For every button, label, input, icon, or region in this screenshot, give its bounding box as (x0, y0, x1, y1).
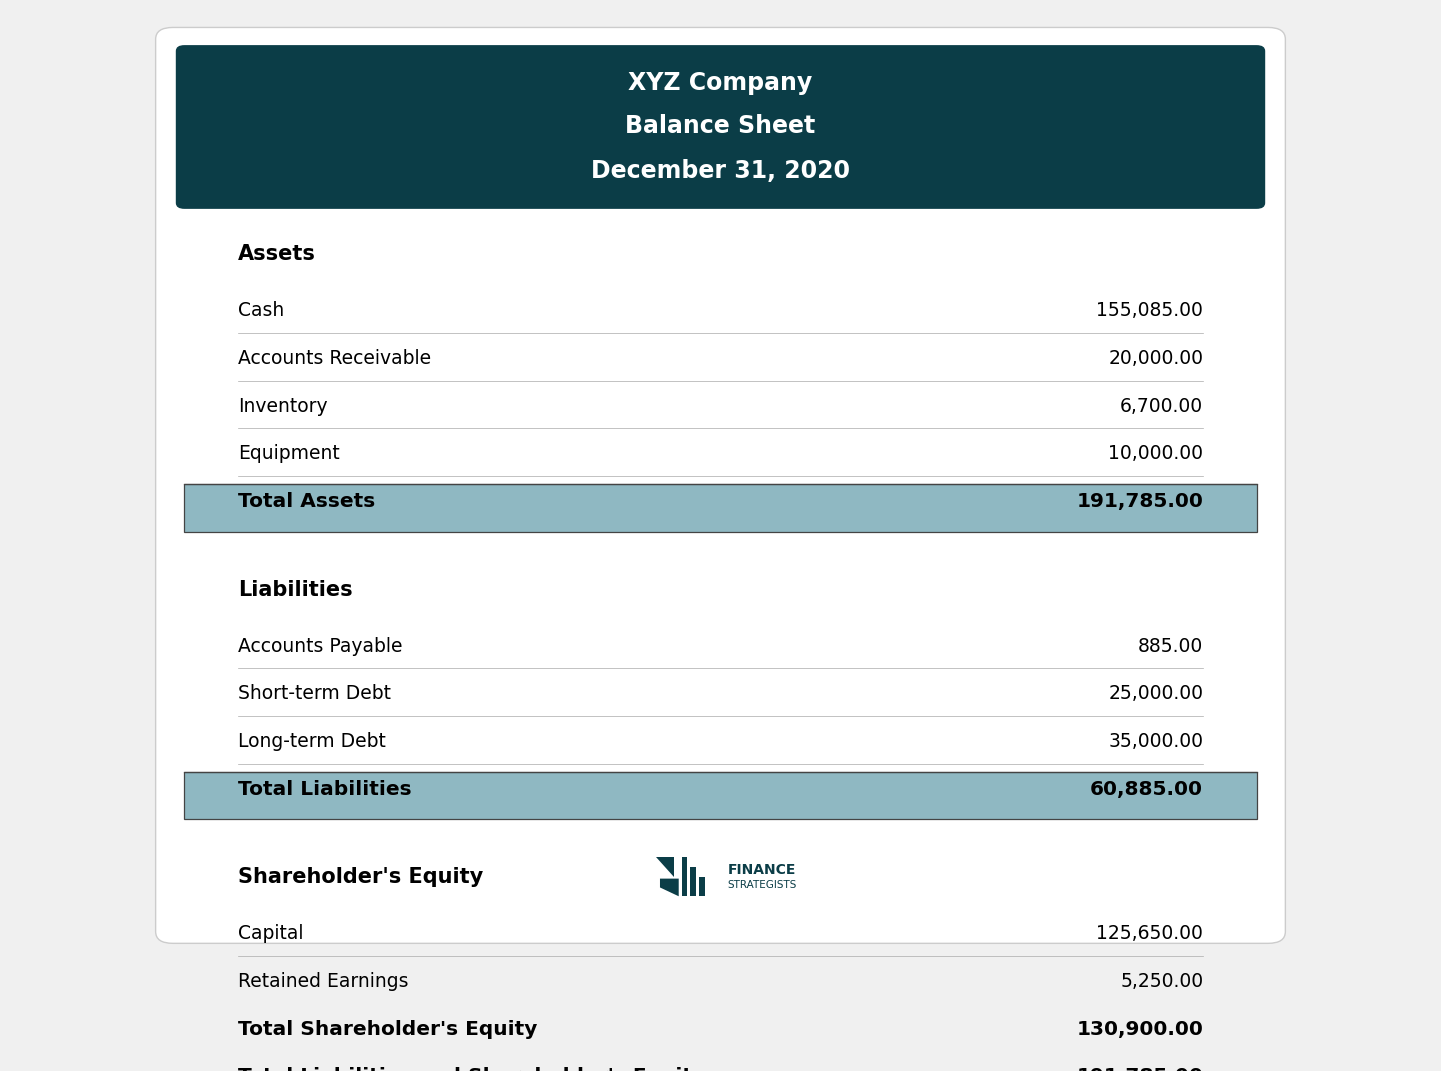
Text: Total Shareholder's Equity: Total Shareholder's Equity (238, 1020, 537, 1039)
Text: STRATEGISTS: STRATEGISTS (728, 880, 797, 890)
Text: 10,000.00: 10,000.00 (1108, 444, 1203, 464)
Text: 6,700.00: 6,700.00 (1120, 396, 1203, 416)
Text: Retained Earnings: Retained Earnings (238, 972, 408, 991)
FancyBboxPatch shape (176, 45, 1265, 209)
Text: 191,785.00: 191,785.00 (1076, 492, 1203, 511)
Text: XYZ Company: XYZ Company (628, 72, 813, 95)
Bar (184, 771, 1257, 819)
Text: Inventory: Inventory (238, 396, 327, 416)
Text: 5,250.00: 5,250.00 (1120, 972, 1203, 991)
Text: 20,000.00: 20,000.00 (1108, 349, 1203, 368)
Text: Assets: Assets (238, 244, 316, 265)
Text: December 31, 2020: December 31, 2020 (591, 159, 850, 183)
Text: Accounts Receivable: Accounts Receivable (238, 349, 431, 368)
Text: Total Liabilities: Total Liabilities (238, 780, 411, 799)
Bar (184, 1059, 1257, 1071)
Text: 60,885.00: 60,885.00 (1091, 780, 1203, 799)
Bar (184, 1012, 1257, 1059)
Text: 155,085.00: 155,085.00 (1097, 301, 1203, 320)
Polygon shape (660, 878, 679, 896)
Text: Cash: Cash (238, 301, 284, 320)
Bar (690, 866, 696, 896)
Text: 191,785.00: 191,785.00 (1076, 1068, 1203, 1071)
Text: Equipment: Equipment (238, 444, 340, 464)
Bar (699, 877, 705, 896)
Text: 125,650.00: 125,650.00 (1097, 924, 1203, 944)
Text: Balance Sheet: Balance Sheet (625, 115, 816, 138)
Text: Total Assets: Total Assets (238, 492, 375, 511)
Text: 35,000.00: 35,000.00 (1108, 731, 1203, 751)
Bar (184, 484, 1257, 532)
Text: Long-term Debt: Long-term Debt (238, 731, 386, 751)
Text: 130,900.00: 130,900.00 (1076, 1020, 1203, 1039)
FancyBboxPatch shape (156, 28, 1285, 944)
Bar (682, 857, 687, 896)
Polygon shape (656, 857, 674, 877)
Text: FINANCE: FINANCE (728, 863, 795, 877)
Text: Accounts Payable: Accounts Payable (238, 636, 402, 655)
Text: 885.00: 885.00 (1138, 636, 1203, 655)
Text: 25,000.00: 25,000.00 (1108, 684, 1203, 704)
Text: Short-term Debt: Short-term Debt (238, 684, 391, 704)
Text: Total Liabilities and Shareholder's Equity: Total Liabilities and Shareholder's Equi… (238, 1068, 705, 1071)
Text: Liabilities: Liabilities (238, 579, 353, 600)
Text: Capital: Capital (238, 924, 303, 944)
Text: Shareholder's Equity: Shareholder's Equity (238, 868, 483, 887)
